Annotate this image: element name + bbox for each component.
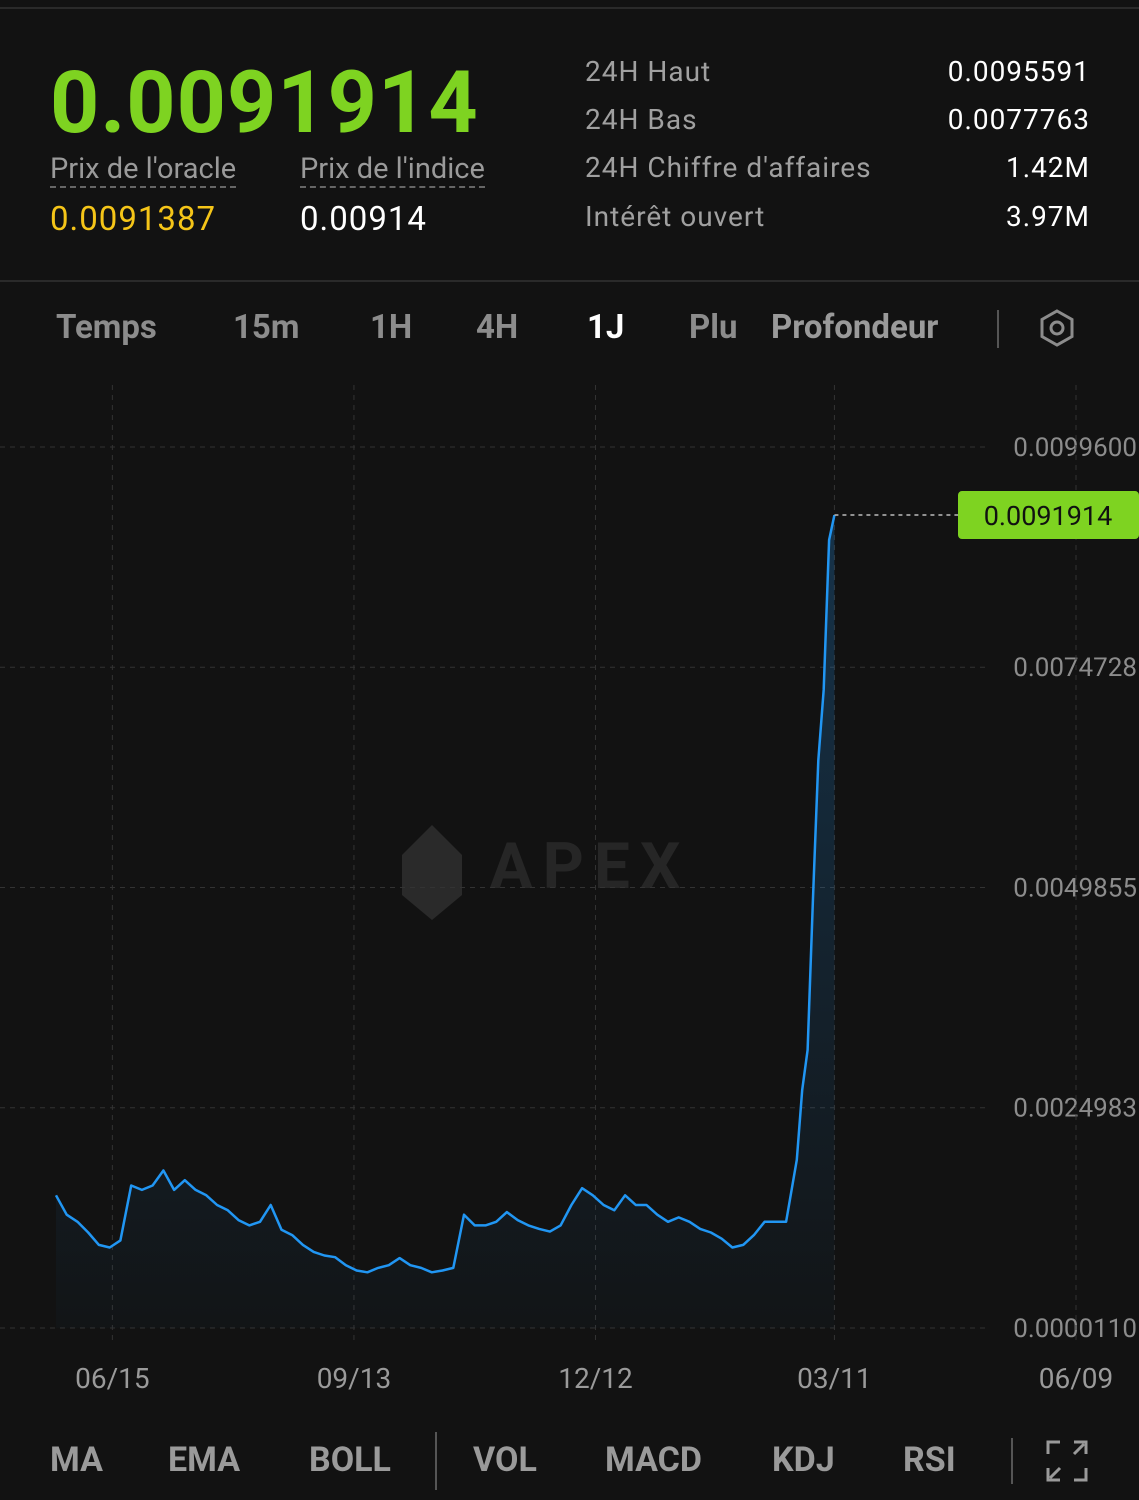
- settings-icon[interactable]: [1040, 309, 1074, 347]
- indicator[interactable]: RSI: [903, 1440, 956, 1480]
- y-tick-label: 0.0049855: [1013, 874, 1137, 904]
- tab[interactable]: Plu: [689, 308, 738, 347]
- last-price-tag: [958, 491, 1139, 540]
- indicator[interactable]: MACD: [605, 1440, 702, 1480]
- indicator[interactable]: VOL: [473, 1440, 537, 1480]
- stat-value: 0.0095591: [947, 55, 1090, 88]
- y-tick-label: 0.0099600: [1013, 433, 1137, 463]
- tab[interactable]: Temps: [56, 308, 157, 347]
- tab-active[interactable]: 1J: [587, 308, 625, 347]
- area: [56, 515, 835, 1328]
- oracle-label[interactable]: Prix de l'oracle: [50, 152, 237, 188]
- indicator[interactable]: KDJ: [772, 1440, 835, 1480]
- watermark: APEX: [490, 829, 691, 904]
- y-tick-label: 0.0024983: [1013, 1094, 1137, 1124]
- watermark-logo: [402, 825, 462, 920]
- x-tick-label: 09/13: [317, 1362, 392, 1395]
- tab[interactable]: 15m: [233, 308, 300, 347]
- indicator[interactable]: EMA: [168, 1440, 241, 1480]
- x-tick-label: 03/11: [797, 1362, 872, 1395]
- stat-value: 3.97M: [1005, 200, 1090, 233]
- stat-value: 1.42M: [1005, 151, 1090, 184]
- indicator[interactable]: MA: [50, 1440, 103, 1480]
- index-label[interactable]: Prix de l'indice: [300, 152, 485, 188]
- x-tick-label: 06/09: [1039, 1362, 1114, 1395]
- tab[interactable]: 1H: [370, 308, 413, 347]
- indicator[interactable]: BOLL: [309, 1440, 391, 1480]
- line: [54, 514, 836, 1274]
- x-tick-label: 06/15: [75, 1362, 150, 1395]
- x-tick-label: 12/12: [558, 1362, 633, 1395]
- oracle-price: 0.0091387: [50, 200, 217, 239]
- stat-label: Intérêt ouvert: [585, 200, 766, 233]
- stat-value: 0.0077763: [947, 103, 1090, 136]
- stat-label: 24H Chiffre d'affaires: [585, 151, 872, 184]
- tab[interactable]: Profondeur: [771, 308, 939, 347]
- y-tick-label: 0.0074728: [1013, 653, 1137, 683]
- last-price-label: 0.0091914: [984, 500, 1113, 532]
- stat-label: 24H Bas: [585, 103, 698, 136]
- y-tick-label: 0.0000110: [1013, 1314, 1137, 1344]
- index-price: 0.00914: [300, 200, 427, 239]
- mark-price: 0.0091914: [50, 52, 479, 153]
- stat-label: 24H Haut: [585, 55, 712, 88]
- fullscreen-icon[interactable]: [1046, 1440, 1088, 1482]
- tab[interactable]: 4H: [476, 308, 519, 347]
